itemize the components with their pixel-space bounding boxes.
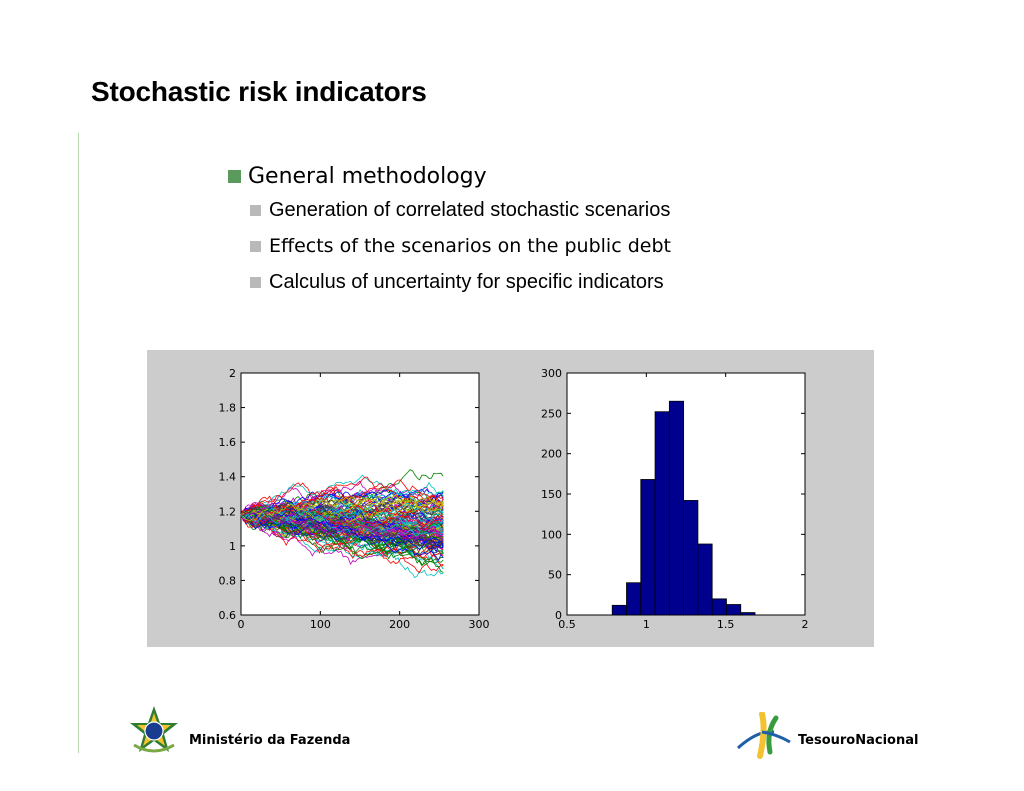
sub-bullet-text: Effects of the scenarios on the public d… — [269, 235, 671, 257]
y-tick-label: 0.8 — [219, 574, 237, 587]
scenario-path — [240, 476, 444, 516]
scenario-path — [240, 506, 444, 550]
histogram-bar — [740, 612, 756, 616]
slide-title: Stochastic risk indicators — [91, 76, 427, 107]
y-tick-label: 300 — [541, 367, 562, 380]
scenario-path — [240, 502, 444, 530]
y-tick-label: 1.8 — [219, 402, 237, 415]
left-divider-line — [78, 133, 79, 753]
x-tick-label: 200 — [389, 618, 410, 631]
bullet-main-text: General methodology — [248, 163, 487, 189]
scenario-path — [240, 494, 444, 522]
scenario-path — [240, 506, 444, 546]
x-tick-label: 300 — [469, 618, 490, 631]
scenario-path — [240, 507, 444, 551]
footer-ministry-label: Ministério da Fazenda — [189, 732, 351, 748]
scenario-path — [240, 474, 444, 516]
histogram-chart: 0.5 1 1.5 2 0 50 100 150 200 250 300 — [541, 367, 809, 631]
sub-bullet-text: Calculus of uncertainty for specific ind… — [269, 270, 664, 293]
histogram-bar — [683, 500, 699, 616]
histogram-bar — [668, 400, 685, 616]
y-tick-label: 1.6 — [219, 436, 237, 449]
y-tick-label: 1 — [229, 540, 236, 553]
y-tick-label: 2 — [229, 367, 236, 380]
histogram-bar — [611, 604, 627, 616]
green-bullet-icon — [228, 170, 241, 183]
tesouro-logo-icon — [736, 712, 791, 759]
histogram-bar — [640, 479, 656, 616]
y-tick-label: 1.2 — [219, 505, 237, 518]
bullet-list: General methodology Generation of correl… — [228, 160, 671, 300]
x-tick-label: 2 — [802, 618, 809, 631]
scenario-path — [240, 498, 444, 522]
histogram-bar — [711, 598, 727, 616]
gray-bullet-icon — [250, 276, 261, 288]
y-tick-label: 250 — [541, 407, 562, 420]
y-tick-label: 0 — [555, 609, 562, 622]
scenario-path — [240, 509, 444, 541]
scenario-path — [240, 514, 444, 579]
sub-bullet-2: Effects of the scenarios on the public d… — [250, 228, 671, 264]
bullet-main: General methodology — [228, 160, 671, 192]
y-tick-label: 200 — [541, 448, 562, 461]
footer-treasury-label: TesouroNacional — [798, 732, 919, 748]
y-tick-label: 150 — [541, 488, 562, 501]
footer-ministry: Ministério da Fazenda — [127, 704, 350, 758]
histogram-bar — [626, 582, 642, 616]
scenario-path — [240, 490, 444, 518]
y-tick-label: 100 — [541, 528, 562, 541]
gray-bullet-icon — [250, 240, 261, 252]
sub-bullet-3: Calculus of uncertainty for specific ind… — [250, 264, 671, 300]
sub-bullet-text: Generation of correlated stochastic scen… — [269, 198, 671, 221]
y-tick-label: 1.4 — [219, 471, 237, 484]
scenario-paths-chart: 0 100 200 300 0.6 0.8 1 1.2 1.4 1.6 1.8 2 — [219, 367, 490, 631]
x-tick-label: 0 — [238, 618, 245, 631]
coat-of-arms-icon — [130, 706, 178, 753]
x-tick-label: 0.5 — [558, 618, 576, 631]
scenario-path — [240, 510, 444, 539]
x-tick-label: 1.5 — [717, 618, 735, 631]
figure-panel: 0 100 200 300 0.6 0.8 1 1.2 1.4 1.6 1.8 2 0.5 1 1.5 2 0… — [147, 350, 874, 647]
histogram-bar — [654, 411, 670, 616]
sub-bullet-1: Generation of correlated stochastic scen… — [250, 192, 671, 228]
histogram-bar — [697, 543, 713, 616]
scenario-path — [240, 494, 444, 534]
histogram-bar — [726, 604, 742, 616]
x-tick-label: 1 — [643, 618, 650, 631]
y-tick-label: 50 — [548, 569, 562, 582]
y-tick-label: 0.6 — [219, 609, 237, 622]
gray-bullet-icon — [250, 204, 261, 216]
x-tick-label: 100 — [310, 618, 331, 631]
footer-treasury: TesouroNacional — [736, 712, 918, 760]
